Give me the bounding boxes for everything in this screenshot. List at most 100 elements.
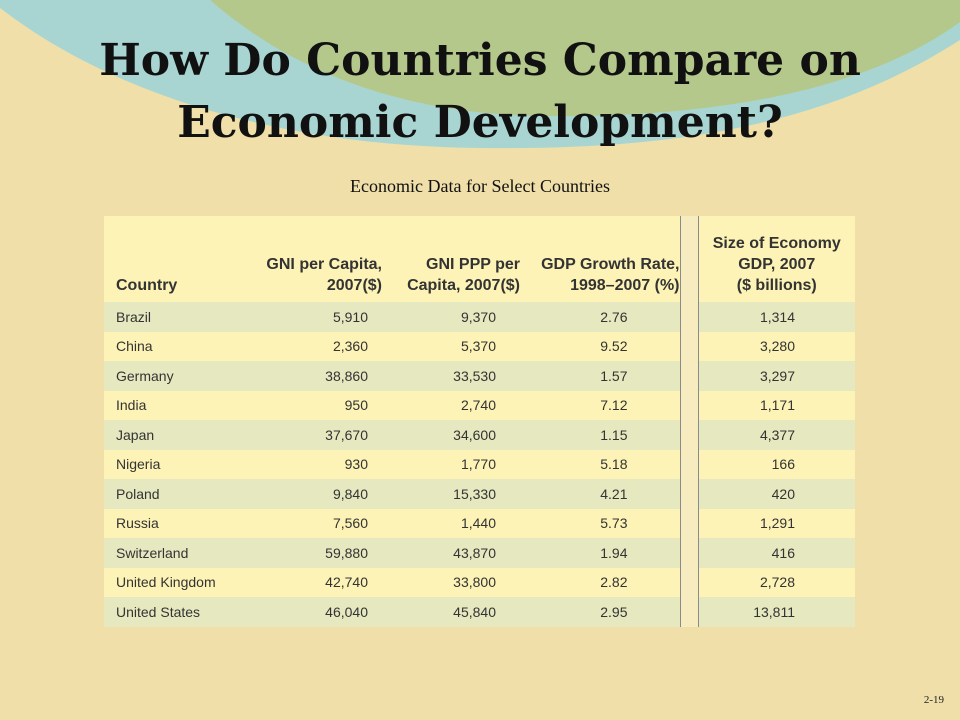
cell-size: 13,811: [698, 597, 855, 627]
cell-size: 3,280: [698, 331, 855, 361]
cell-ppp: 45,840: [388, 597, 526, 627]
header-size-line-1: Size of Economy: [712, 235, 841, 252]
cell-gni: 9,840: [246, 479, 388, 509]
column-gap: [679, 538, 699, 568]
cell-country: United States: [104, 597, 246, 627]
page-number: 2-19: [923, 694, 944, 706]
cell-size: 4,377: [698, 420, 855, 450]
header-gni-line-1: GNI per Capita,: [266, 256, 382, 273]
header-gni-per-capita: GNI per Capita, 2007($): [246, 216, 388, 302]
column-gap: [679, 361, 699, 391]
header-ppp-line-2: Capita, 2007($): [407, 277, 520, 294]
cell-size: 166: [698, 449, 855, 479]
column-gap: [679, 390, 699, 420]
header-gni-line-2: 2007($): [326, 277, 382, 294]
cell-country: United Kingdom: [104, 567, 246, 597]
cell-country: China: [104, 331, 246, 361]
header-size-of-economy: Size of Economy GDP, 2007 ($ billions): [698, 216, 855, 302]
column-gap: [679, 479, 699, 509]
column-gap: [679, 567, 699, 597]
table-row: India 950 2,740 7.12 1,171: [104, 390, 855, 420]
cell-country: Russia: [104, 508, 246, 538]
cell-ppp: 5,370: [388, 331, 526, 361]
column-gap: [679, 302, 699, 332]
economic-data-table: Country GNI per Capita, 2007($) GNI PPP …: [104, 216, 855, 627]
slide-title-line-1: How Do Countries Compare on: [99, 35, 861, 86]
table-row: Japan 37,670 34,600 1.15 4,377: [104, 420, 855, 450]
cell-gni: 2,360: [246, 331, 388, 361]
header-growth-line-2: 1998–2007 (%): [570, 277, 680, 294]
cell-size: 3,297: [698, 361, 855, 391]
cell-growth: 1.57: [526, 361, 680, 391]
cell-size: 2,728: [698, 567, 855, 597]
table-row: China 2,360 5,370 9.52 3,280: [104, 331, 855, 361]
cell-gni: 42,740: [246, 567, 388, 597]
cell-ppp: 9,370: [388, 302, 526, 332]
cell-size: 416: [698, 538, 855, 568]
cell-gni: 38,860: [246, 361, 388, 391]
cell-ppp: 1,770: [388, 449, 526, 479]
cell-growth: 1.94: [526, 538, 680, 568]
cell-country: India: [104, 390, 246, 420]
slide-title-line-2: Economic Development?: [177, 97, 783, 148]
cell-ppp: 33,800: [388, 567, 526, 597]
cell-country: Japan: [104, 420, 246, 450]
header-size-line-2: GDP, 2007: [738, 256, 816, 273]
column-gap: [679, 597, 699, 627]
green-arc: [210, 0, 960, 117]
cell-growth: 5.73: [526, 508, 680, 538]
slide-title: How Do Countries Compare on Economic Dev…: [0, 30, 960, 154]
table-row: Brazil 5,910 9,370 2.76 1,314: [104, 302, 855, 332]
cell-growth: 9.52: [526, 331, 680, 361]
cell-growth: 7.12: [526, 390, 680, 420]
cell-gni: 37,670: [246, 420, 388, 450]
cell-gni: 950: [246, 390, 388, 420]
table-row: Nigeria 930 1,770 5.18 166: [104, 449, 855, 479]
header-ppp-line-1: GNI PPP per: [426, 256, 520, 273]
table-header-row: Country GNI per Capita, 2007($) GNI PPP …: [104, 216, 855, 302]
cell-growth: 1.15: [526, 420, 680, 450]
cell-country: Poland: [104, 479, 246, 509]
cell-ppp: 43,870: [388, 538, 526, 568]
column-gap: [679, 508, 699, 538]
column-gap: [679, 449, 699, 479]
cell-country: Germany: [104, 361, 246, 391]
table-row: Russia 7,560 1,440 5.73 1,291: [104, 508, 855, 538]
cell-growth: 4.21: [526, 479, 680, 509]
cell-country: Nigeria: [104, 449, 246, 479]
cell-ppp: 1,440: [388, 508, 526, 538]
cell-gni: 5,910: [246, 302, 388, 332]
cell-country: Brazil: [104, 302, 246, 332]
cell-ppp: 34,600: [388, 420, 526, 450]
cell-growth: 2.95: [526, 597, 680, 627]
table-row: Switzerland 59,880 43,870 1.94 416: [104, 538, 855, 568]
cell-size: 1,314: [698, 302, 855, 332]
cell-ppp: 2,740: [388, 390, 526, 420]
table-row: Germany 38,860 33,530 1.57 3,297: [104, 361, 855, 391]
cell-gni: 930: [246, 449, 388, 479]
column-gap: [679, 331, 699, 361]
column-gap: [679, 420, 699, 450]
cell-gni: 7,560: [246, 508, 388, 538]
header-country: Country: [104, 216, 246, 302]
cell-ppp: 33,530: [388, 361, 526, 391]
cell-growth: 5.18: [526, 449, 680, 479]
cell-gni: 46,040: [246, 597, 388, 627]
header-gni-ppp: GNI PPP per Capita, 2007($): [388, 216, 526, 302]
cell-size: 1,171: [698, 390, 855, 420]
cell-size: 420: [698, 479, 855, 509]
cell-growth: 2.76: [526, 302, 680, 332]
table-caption: Economic Data for Select Countries: [350, 176, 610, 196]
table-row: United Kingdom 42,740 33,800 2.82 2,728: [104, 567, 855, 597]
table-row: United States 46,040 45,840 2.95 13,811: [104, 597, 855, 627]
column-gap: [679, 216, 699, 302]
cell-ppp: 15,330: [388, 479, 526, 509]
cell-growth: 2.82: [526, 567, 680, 597]
header-size-line-3: ($ billions): [736, 277, 817, 294]
table-row: Poland 9,840 15,330 4.21 420: [104, 479, 855, 509]
header-growth-line-1: GDP Growth Rate,: [541, 256, 680, 273]
cell-gni: 59,880: [246, 538, 388, 568]
cell-size: 1,291: [698, 508, 855, 538]
cell-country: Switzerland: [104, 538, 246, 568]
